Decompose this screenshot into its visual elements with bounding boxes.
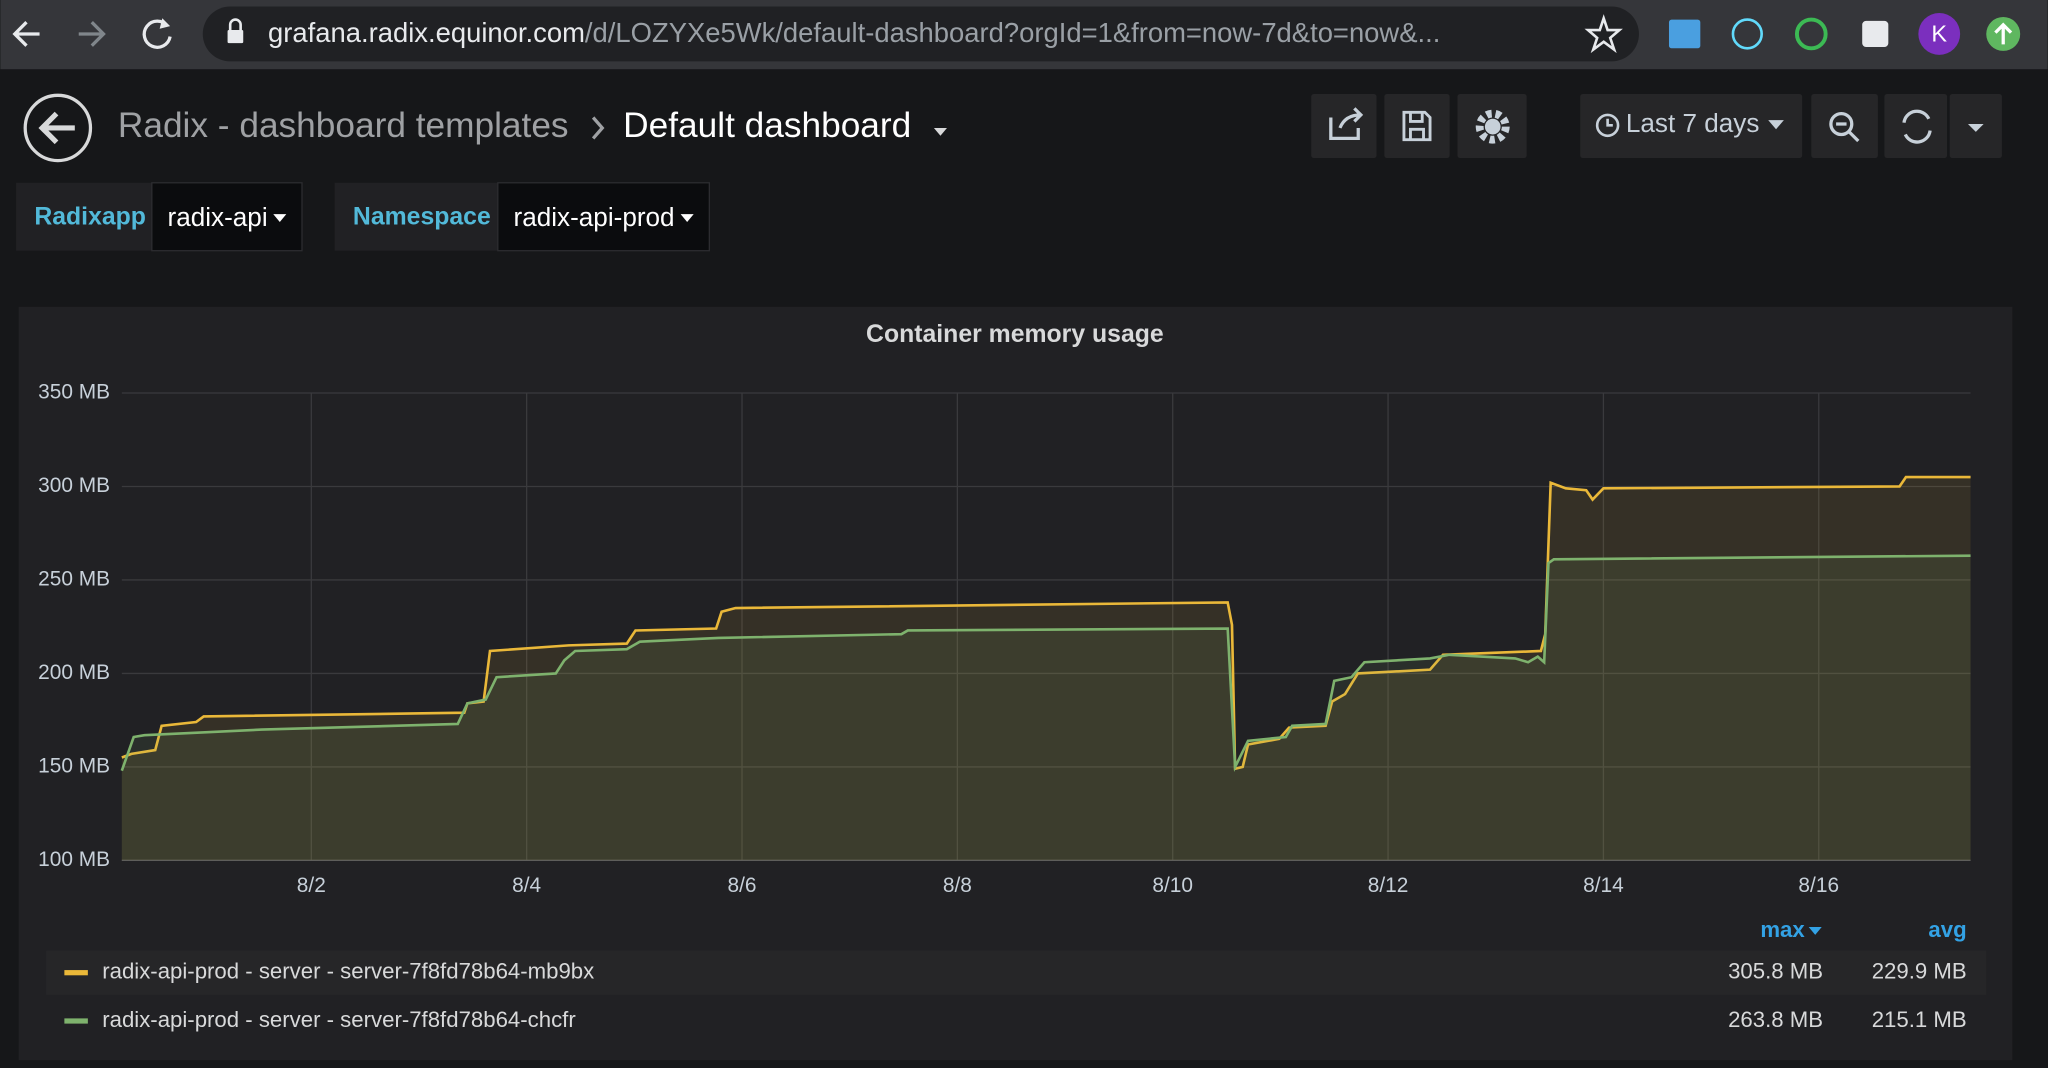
refresh-button[interactable] — [1884, 94, 1948, 158]
clock-icon — [1595, 113, 1620, 138]
dashboard-title[interactable]: Default dashboard — [623, 106, 911, 145]
back-button[interactable] — [12, 21, 40, 47]
back-arrow — [38, 111, 75, 145]
time-picker[interactable] — [1580, 94, 1803, 158]
x-tick-label: 8/14 — [1583, 874, 1624, 897]
profile-avatar[interactable] — [1918, 13, 1961, 55]
legend-stat: 229.9 MB — [1872, 959, 1967, 984]
legend-swatch — [64, 970, 88, 976]
url: grafana.radix.equinor.com/d/LOZYXe5Wk/de… — [268, 17, 1440, 48]
y-tick-label: 350 MB — [38, 381, 110, 404]
x-tick-label: 8/6 — [728, 874, 757, 897]
save-icon — [1402, 110, 1432, 142]
lock-shackle — [228, 18, 242, 31]
save-button[interactable] — [1384, 94, 1450, 158]
legend-name[interactable]: radix-api-prod - server - server-7f8fd78… — [102, 959, 594, 984]
series-fill — [121, 555, 1971, 861]
time-range: Last 7 days — [1626, 108, 1760, 138]
panel — [18, 306, 2013, 1061]
settings-gear-hub — [1484, 118, 1501, 135]
extension-icon[interactable] — [1668, 19, 1701, 49]
forward-button[interactable] — [78, 21, 106, 47]
legend-row-highlight — [46, 950, 1987, 995]
variable-select[interactable] — [497, 182, 710, 252]
refresh-caret — [1967, 124, 1984, 132]
variable-label-box — [16, 182, 152, 251]
update-arrow — [1994, 22, 2013, 45]
variable-label-box — [334, 182, 498, 251]
variable-caret — [273, 214, 287, 222]
legend: max avg radix-api-prod - server - server-7… — [46, 917, 1987, 1032]
legend-column-header[interactable]: max — [1760, 917, 1805, 942]
folder-title[interactable]: Radix - dashboard templates — [118, 106, 569, 145]
x-tick-label: 8/12 — [1368, 874, 1409, 897]
reload-button[interactable] — [142, 19, 172, 49]
extension-icon[interactable] — [1794, 17, 1828, 51]
legend-stat: 215.1 MB — [1872, 1007, 1967, 1032]
x-tick-label: 8/2 — [297, 874, 326, 897]
variable-value: radix-api — [168, 202, 268, 232]
x-tick-label: 8/4 — [512, 874, 541, 897]
y-tick-label: 150 MB — [38, 754, 110, 777]
zoom-icon-lines — [1836, 122, 1860, 143]
sort-caret — [1808, 926, 1822, 935]
y-tick-label: 250 MB — [38, 567, 110, 590]
x-tick-label: 8/8 — [943, 874, 972, 897]
back-to-dashboards[interactable] — [23, 93, 93, 163]
zoom-out-button[interactable] — [1811, 94, 1878, 158]
extensions-menu[interactable] — [1862, 20, 1889, 48]
lock-icon — [227, 30, 244, 44]
variable-label: Radixapp — [34, 204, 146, 231]
panel-title[interactable]: Container memory usage — [866, 321, 1164, 348]
series-line — [120, 554, 1971, 772]
x-tick-label: 8/16 — [1798, 874, 1839, 897]
y-tick-label: 300 MB — [38, 474, 110, 497]
x-tick-label: 8/10 — [1152, 874, 1193, 897]
legend-name[interactable]: radix-api-prod - server - server-7f8fd78… — [102, 1007, 576, 1032]
share-button[interactable] — [1311, 94, 1377, 158]
address-bar[interactable] — [202, 6, 1639, 62]
variable-value: radix-api-prod — [514, 202, 675, 232]
breadcrumb-chevron — [591, 116, 605, 140]
reload-arrow — [159, 18, 171, 29]
bookmark-star[interactable] — [1584, 14, 1623, 54]
refresh-icon — [1902, 109, 1932, 144]
time-caret — [1768, 120, 1784, 130]
zoom-icon — [1829, 111, 1854, 137]
legend-stat: 263.8 MB — [1728, 1007, 1823, 1032]
series-fill — [121, 477, 1971, 861]
variable-caret — [680, 214, 694, 222]
plot-area: 100 MB 150 MB 200 MB 250 MB 300 MB 350 MB 8/2 8… — [38, 381, 1971, 897]
y-tick-label: 200 MB — [38, 661, 110, 684]
url-host: grafana.radix.equinor.com — [268, 17, 585, 48]
share-icon — [1329, 107, 1364, 141]
profile-initial: K — [1931, 20, 1947, 46]
legend-stat: 305.8 MB — [1728, 959, 1823, 984]
url-path: /d/LOZYXe5Wk/default-dashboard?orgId=1&f… — [585, 17, 1440, 48]
y-tick-label: 100 MB — [38, 848, 110, 871]
legend-column-header[interactable]: avg — [1928, 917, 1966, 942]
variables: Radixapp radix-api Namespace radix-api-prod — [16, 182, 710, 252]
legend-swatch — [64, 1018, 88, 1024]
settings-gear — [1475, 109, 1510, 144]
react-extension[interactable] — [1731, 18, 1763, 50]
clock-hands — [1606, 118, 1613, 127]
dashboard-caret — [933, 127, 947, 136]
variable-label: Namespace — [353, 204, 491, 231]
